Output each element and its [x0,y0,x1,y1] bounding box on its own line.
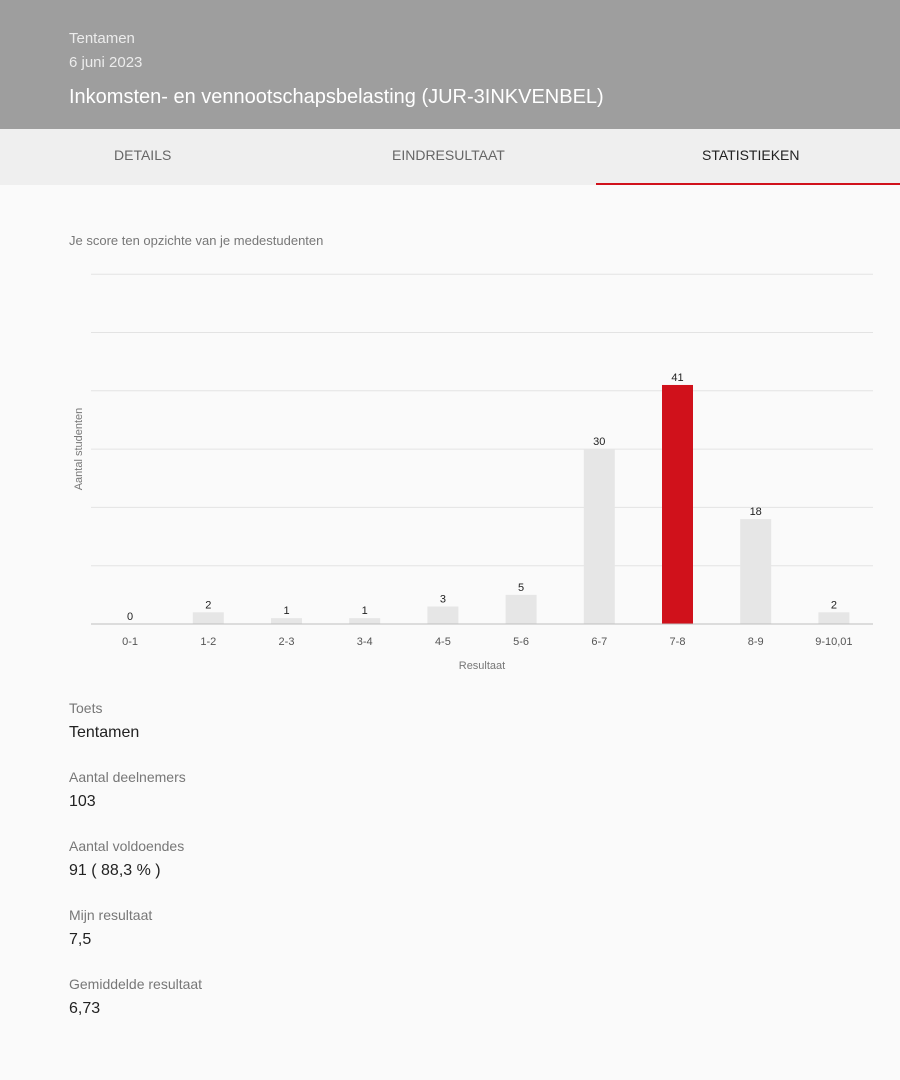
tab-eindresultaat[interactable]: EINDRESULTAAT [300,129,600,185]
stat-value: 6,73 [69,1000,101,1017]
x-tick-label: 9-10,01 [815,636,852,648]
stat-aantal-deelnemers: Aantal deelnemers 103 [69,769,869,838]
x-tick-label: 7-8 [670,636,686,648]
score-distribution-chart: 0 0-1 2 1-2 1 2-3 1 3-4 3 4-5 5 5-6 30 6-7 41 7-8 18 8-9 2… [73,273,873,672]
stat-label: Aantal voldoendes [69,838,185,854]
x-tick-label: 6-7 [591,636,607,648]
x-tick-label: 8-9 [748,636,764,648]
x-tick-label: 5-6 [513,636,529,648]
chart-bar [818,612,850,624]
bar-value-label: 2 [831,599,837,611]
chart-bar [349,618,381,624]
chart-bar [662,384,693,624]
stat-value: Tentamen [69,724,140,741]
bar-value-label: 30 [593,436,605,448]
bar-value-label: 2 [205,599,211,611]
exam-type-label: Tentamen [69,30,135,47]
stat-label: Gemiddelde resultaat [69,976,203,992]
x-tick-label: 3-4 [357,636,373,648]
course-title: Inkomsten- en vennootschapsbelasting (JU… [69,86,604,108]
chart-bar [505,594,537,624]
y-axis-label: Aantal studenten [73,408,85,491]
chart-caption: Je score ten opzichte van je medestudent… [69,233,324,248]
stat-aantal-voldoendes: Aantal voldoendes 91 ( 88,3 % ) [69,838,869,907]
chart-bar [740,519,772,624]
stat-value: 91 ( 88,3 % ) [69,862,161,879]
x-tick-label: 1-2 [200,636,216,648]
stat-value: 7,5 [69,931,92,948]
stat-label: Toets [69,700,103,716]
tab-details-label: DETAILS [114,147,172,163]
stat-label: Aantal deelnemers [69,769,186,785]
bar-value-label: 1 [362,605,368,617]
stat-value: 103 [69,793,96,810]
tab-details[interactable]: DETAILS [0,129,300,185]
bar-value-label: 18 [750,506,762,518]
x-axis-label: Resultaat [459,660,505,672]
stat-label: Mijn resultaat [69,907,153,923]
bar-value-label: 5 [518,582,524,594]
stat-gemiddelde-resultaat: Gemiddelde resultaat 6,73 [69,976,869,1045]
chart-bar [427,606,459,624]
exam-date: 6 juni 2023 [69,54,143,71]
page-header: Tentamen 6 juni 2023 Inkomsten- en venno… [0,0,900,129]
stat-mijn-resultaat: Mijn resultaat 7,5 [69,907,869,976]
chart-bar [271,618,302,624]
chart-bar [192,612,224,624]
bar-value-label: 3 [440,594,446,606]
x-tick-label: 0-1 [122,636,138,648]
x-tick-label: 4-5 [435,636,451,648]
chart-bar [583,449,615,624]
tab-statistieken-label: STATISTIEKEN [702,147,800,163]
tab-statistieken[interactable]: STATISTIEKEN [596,129,900,185]
x-tick-label: 2-3 [279,636,295,648]
tab-bar: DETAILS EINDRESULTAAT STATISTIEKEN [0,129,900,185]
bar-value-label: 0 [127,611,133,623]
stat-toets: Toets Tentamen [69,700,869,769]
stats-list: Toets Tentamen Aantal deelnemers 103 Aan… [69,700,869,1045]
bar-value-label: 1 [283,605,289,617]
tab-eindresultaat-label: EINDRESULTAAT [392,147,505,163]
bar-value-label: 41 [671,372,683,384]
